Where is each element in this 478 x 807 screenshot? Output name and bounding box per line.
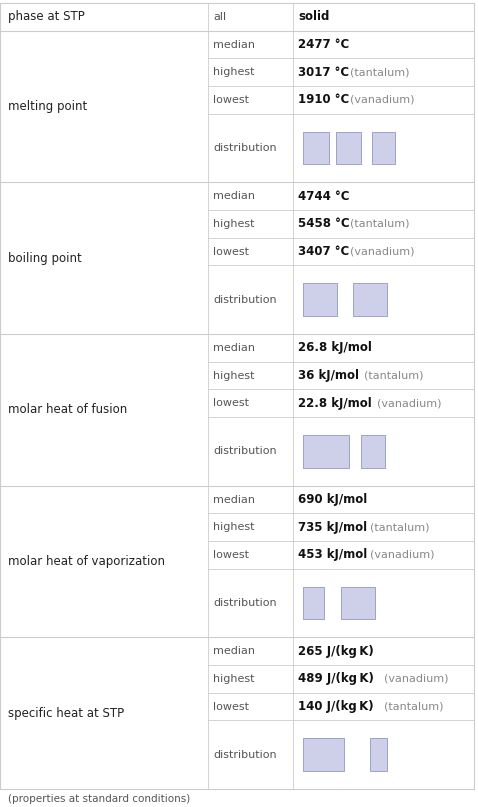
Text: lowest: lowest [213, 246, 249, 257]
Text: 453 kJ/mol: 453 kJ/mol [298, 549, 367, 562]
Bar [353, 283, 387, 316]
Text: highest: highest [213, 522, 254, 532]
Text: lowest: lowest [213, 701, 249, 712]
Bar [336, 132, 361, 165]
Text: (tantalum): (tantalum) [364, 370, 423, 381]
Text: lowest: lowest [213, 398, 249, 408]
Text: solid: solid [298, 10, 329, 23]
Bar [371, 132, 395, 165]
Text: 22.8 kJ/mol: 22.8 kJ/mol [298, 397, 372, 410]
Text: (vanadium): (vanadium) [370, 550, 435, 560]
Text: 4744 °C: 4744 °C [298, 190, 349, 203]
Text: 489 J/(kg K): 489 J/(kg K) [298, 672, 374, 685]
Text: highest: highest [213, 67, 254, 77]
Bar [361, 435, 385, 468]
Text: (tantalum): (tantalum) [350, 67, 410, 77]
Text: (vanadium): (vanadium) [350, 95, 414, 105]
Text: lowest: lowest [213, 550, 249, 560]
Text: 3407 °C: 3407 °C [298, 245, 349, 258]
Bar [303, 132, 329, 165]
Text: 26.8 kJ/mol: 26.8 kJ/mol [298, 341, 372, 354]
Text: distribution: distribution [213, 598, 277, 608]
Text: all: all [213, 12, 226, 22]
Text: highest: highest [213, 219, 254, 229]
Text: molar heat of vaporization: molar heat of vaporization [8, 555, 165, 568]
Text: 140 J/(kg K): 140 J/(kg K) [298, 700, 374, 713]
Text: (vanadium): (vanadium) [384, 674, 449, 684]
Text: median: median [213, 495, 255, 504]
Text: specific heat at STP: specific heat at STP [8, 707, 124, 720]
Bar [303, 283, 337, 316]
Text: (tantalum): (tantalum) [384, 701, 444, 712]
Text: 3017 °C: 3017 °C [298, 65, 349, 79]
Text: median: median [213, 646, 255, 656]
Text: median: median [213, 343, 255, 353]
Bar [303, 587, 324, 620]
Text: 690 kJ/mol: 690 kJ/mol [298, 493, 367, 506]
Text: molar heat of fusion: molar heat of fusion [8, 404, 127, 416]
Text: highest: highest [213, 370, 254, 381]
Bar [303, 435, 349, 468]
Text: highest: highest [213, 674, 254, 684]
Text: 1910 °C: 1910 °C [298, 94, 349, 107]
Text: 265 J/(kg K): 265 J/(kg K) [298, 645, 374, 658]
Text: distribution: distribution [213, 143, 277, 153]
Text: (tantalum): (tantalum) [370, 522, 430, 532]
Text: melting point: melting point [8, 100, 87, 113]
Text: 2477 °C: 2477 °C [298, 38, 349, 51]
Text: 735 kJ/mol: 735 kJ/mol [298, 521, 367, 533]
Bar [341, 587, 375, 620]
Text: distribution: distribution [213, 446, 277, 456]
Text: (properties at standard conditions): (properties at standard conditions) [8, 794, 190, 804]
Text: (vanadium): (vanadium) [350, 246, 414, 257]
Text: median: median [213, 191, 255, 201]
Text: boiling point: boiling point [8, 252, 82, 265]
Bar [370, 738, 387, 771]
Text: 36 kJ/mol: 36 kJ/mol [298, 369, 359, 382]
Text: distribution: distribution [213, 295, 277, 305]
Text: lowest: lowest [213, 95, 249, 105]
Text: (vanadium): (vanadium) [377, 398, 442, 408]
Bar [303, 738, 344, 771]
Text: (tantalum): (tantalum) [350, 219, 410, 229]
Text: phase at STP: phase at STP [8, 10, 85, 23]
Text: 5458 °C: 5458 °C [298, 217, 349, 230]
Text: median: median [213, 40, 255, 49]
Text: distribution: distribution [213, 750, 277, 759]
